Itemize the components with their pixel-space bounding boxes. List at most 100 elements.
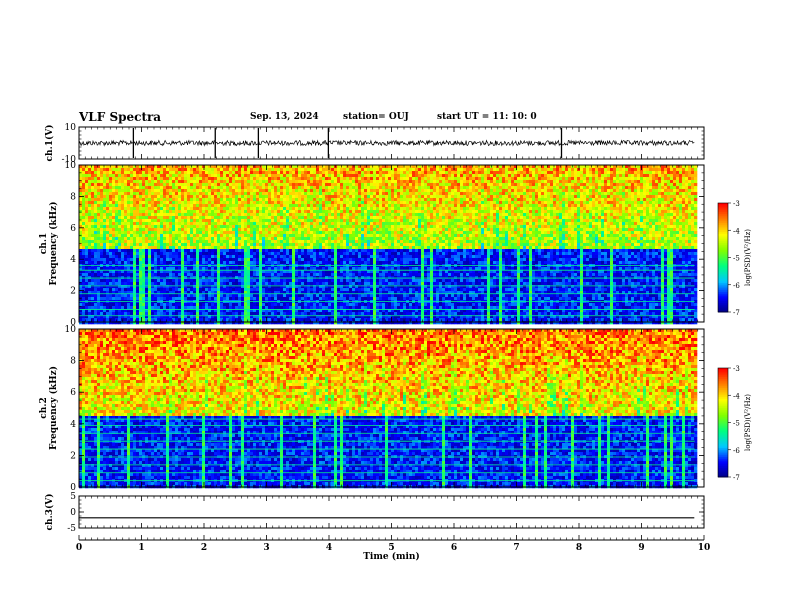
spectrogram-cell — [124, 303, 127, 306]
spectrogram-cell — [154, 294, 157, 297]
spectrogram-cell — [331, 312, 334, 315]
spectrogram-cell — [145, 171, 148, 174]
spectrogram-cell — [220, 252, 223, 255]
spectrogram-cell — [163, 261, 166, 264]
spectrogram-cell — [193, 225, 196, 228]
spectrogram-cell — [277, 174, 280, 177]
spectrogram-cell — [91, 222, 94, 225]
spectrogram-cell — [223, 225, 226, 228]
spectrogram-cell — [205, 168, 208, 171]
spectrogram-cell — [214, 279, 217, 282]
spectrogram-cell — [340, 282, 343, 285]
spectrogram-cell — [112, 180, 115, 183]
spectrogram-cell — [142, 234, 145, 237]
spectrogram-cell — [214, 198, 217, 201]
spectrogram-cell — [178, 249, 181, 252]
spectrogram-cell — [280, 294, 283, 297]
spectrogram-cell — [160, 180, 163, 183]
spectrogram-cell — [232, 258, 235, 261]
spectrogram-cell — [238, 303, 241, 306]
spectrogram-cell — [214, 318, 217, 321]
spectrogram-cell — [325, 219, 328, 222]
spectrogram-cell — [112, 273, 115, 276]
spectrogram-cell — [274, 216, 277, 219]
spectrogram-cell — [259, 234, 262, 237]
spectrogram-cell — [268, 216, 271, 219]
spectrogram-cell — [100, 261, 103, 264]
spectrogram-cell — [328, 213, 331, 216]
spectrogram-cell — [235, 252, 238, 255]
spectrogram-cell — [181, 198, 184, 201]
spectrogram-cell — [208, 249, 211, 252]
spectrogram-cell — [217, 282, 220, 285]
spectrogram-cell — [322, 222, 325, 225]
spectrogram-cell — [118, 228, 121, 231]
spectrogram-cell — [109, 168, 112, 171]
spectrogram-cell — [88, 168, 91, 171]
spectrogram-cell — [337, 201, 340, 204]
spectrogram-cell — [85, 171, 88, 174]
spectrogram-cell — [118, 294, 121, 297]
spectrogram-cell — [193, 231, 196, 234]
spectrogram-cell — [244, 318, 247, 321]
spectrogram-cell — [268, 306, 271, 309]
spectrogram-cell — [100, 201, 103, 204]
spectrogram-cell — [274, 273, 277, 276]
spectrogram-cell — [127, 195, 130, 198]
spectrogram-cell — [169, 303, 172, 306]
spectrogram-cell — [169, 168, 172, 171]
spectrogram-cell — [346, 219, 349, 222]
spectrogram-cell — [244, 219, 247, 222]
spectrogram-cell — [214, 231, 217, 234]
spectrogram-cell — [313, 312, 316, 315]
spectrogram-cell — [169, 222, 172, 225]
spectrogram-cell — [346, 246, 349, 249]
spectrogram-cell — [259, 204, 262, 207]
spectrogram-cell — [154, 273, 157, 276]
spectrogram-cell — [250, 174, 253, 177]
spectrogram-cell — [250, 231, 253, 234]
spectrogram-cell — [97, 234, 100, 237]
spectrogram-cell — [136, 273, 139, 276]
spectrogram-cell — [208, 177, 211, 180]
spectrogram-cell — [211, 279, 214, 282]
spectrogram-cell — [301, 189, 304, 192]
spectrogram-cell — [196, 240, 199, 243]
spectrogram-cell — [328, 186, 331, 189]
spectrogram-cell — [145, 231, 148, 234]
spectrogram-cell — [181, 318, 184, 321]
spectrogram-cell — [322, 213, 325, 216]
spectrogram-cell — [307, 222, 310, 225]
spectrogram-cell — [187, 312, 190, 315]
spectrogram-cell — [103, 252, 106, 255]
spectrogram-cell — [106, 207, 109, 210]
spectrogram-cell — [271, 177, 274, 180]
spectrogram-cell — [133, 219, 136, 222]
spectrogram-cell — [118, 210, 121, 213]
spectrogram-cell — [196, 198, 199, 201]
spectrogram-cell — [178, 210, 181, 213]
spectrogram-cell — [223, 207, 226, 210]
spectrogram-cell — [85, 186, 88, 189]
spectrogram-cell — [319, 246, 322, 249]
spectrogram-cell — [160, 294, 163, 297]
spectrogram-cell — [208, 252, 211, 255]
spectrogram-cell — [175, 234, 178, 237]
spectrogram-cell — [196, 261, 199, 264]
spectrogram-cell — [313, 306, 316, 309]
spectrogram-cell — [343, 243, 346, 246]
spectrogram-cell — [199, 294, 202, 297]
spectrogram-cell — [88, 219, 91, 222]
spectrogram-cell — [145, 180, 148, 183]
spectrogram-cell — [166, 297, 169, 300]
spectrogram-cell — [337, 195, 340, 198]
spectrogram-cell — [169, 237, 172, 240]
spectrogram-cell — [112, 171, 115, 174]
spectrogram-cell — [289, 318, 292, 321]
spectrogram-cell — [256, 219, 259, 222]
spectrogram-cell — [280, 168, 283, 171]
spectrogram-cell — [223, 213, 226, 216]
spectrogram-cell — [142, 231, 145, 234]
spectrogram-cell — [91, 246, 94, 249]
spectrogram-cell — [151, 297, 154, 300]
